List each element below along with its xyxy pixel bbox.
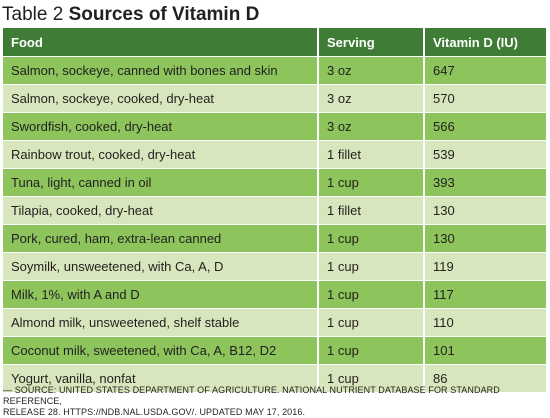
serving-cell: 1 cup — [318, 280, 425, 309]
header-serving: Serving — [318, 28, 425, 57]
source-line-2: RELEASE 28. HTTPS://NDB.NAL.USDA.GOV/. U… — [3, 407, 306, 417]
food-cell: Coconut milk, sweetened, with Ca, A, B12… — [3, 336, 319, 365]
table-row: Milk, 1%, with A and D 1 cup 117 — [3, 280, 546, 309]
vitamin-d-cell: 117 — [424, 280, 546, 309]
serving-cell: 1 cup — [318, 364, 425, 392]
serving-cell: 3 oz — [318, 84, 425, 113]
header-vitamin-d: Vitamin D (IU) — [424, 28, 546, 57]
food-cell: Salmon, sockeye, cooked, dry-heat — [3, 84, 319, 113]
vitamin-d-cell: 110 — [424, 308, 546, 337]
vitamin-d-cell: 130 — [424, 196, 546, 225]
food-cell: Swordfish, cooked, dry-heat — [3, 112, 319, 141]
table-header-row: Food Serving Vitamin D (IU) — [3, 28, 546, 57]
food-cell: Tilapia, cooked, dry-heat — [3, 196, 319, 225]
table-row: Salmon, sockeye, canned with bones and s… — [3, 56, 546, 85]
table-row: Tilapia, cooked, dry-heat 1 fillet 130 — [3, 196, 546, 225]
table-row: Salmon, sockeye, cooked, dry-heat 3 oz 5… — [3, 84, 546, 113]
food-cell: Yogurt, vanilla, nonfat — [3, 364, 319, 392]
vitamin-d-cell: 119 — [424, 252, 546, 281]
serving-cell: 1 cup — [318, 308, 425, 337]
table-title: Table 2 Sources of Vitamin D — [2, 2, 259, 28]
serving-cell: 1 cup — [318, 168, 425, 197]
table-title-prefix: Table 2 — [2, 4, 64, 25]
vitamin-d-table: Food Serving Vitamin D (IU) Salmon, sock… — [3, 28, 546, 392]
serving-cell: 1 fillet — [318, 196, 425, 225]
source-line-1: — SOURCE: UNITED STATES DEPARTMENT OF AG… — [3, 385, 500, 406]
serving-cell: 1 cup — [318, 252, 425, 281]
food-cell: Tuna, light, canned in oil — [3, 168, 319, 197]
vitamin-d-cell: 539 — [424, 140, 546, 169]
table-row: Tuna, light, canned in oil 1 cup 393 — [3, 168, 546, 197]
source-note: — SOURCE: UNITED STATES DEPARTMENT OF AG… — [3, 385, 546, 418]
vitamin-d-cell: 647 — [424, 56, 546, 85]
food-cell: Soymilk, unsweetened, with Ca, A, D — [3, 252, 319, 281]
serving-cell: 3 oz — [318, 56, 425, 85]
vitamin-d-cell: 101 — [424, 336, 546, 365]
serving-cell: 1 cup — [318, 336, 425, 365]
vitamin-d-cell: 86 — [424, 364, 546, 392]
food-cell: Pork, cured, ham, extra-lean canned — [3, 224, 319, 253]
table-row: Coconut milk, sweetened, with Ca, A, B12… — [3, 336, 546, 365]
serving-cell: 3 oz — [318, 112, 425, 141]
food-cell: Almond milk, unsweetened, shelf stable — [3, 308, 319, 337]
table-row: Almond milk, unsweetened, shelf stable 1… — [3, 308, 546, 337]
serving-cell: 1 cup — [318, 224, 425, 253]
header-food: Food — [3, 28, 319, 57]
table-row: Swordfish, cooked, dry-heat 3 oz 566 — [3, 112, 546, 141]
serving-cell: 1 fillet — [318, 140, 425, 169]
table-title-main: Sources of Vitamin D — [68, 4, 260, 25]
vitamin-d-cell: 570 — [424, 84, 546, 113]
vitamin-d-cell: 393 — [424, 168, 546, 197]
table-row: Pork, cured, ham, extra-lean canned 1 cu… — [3, 224, 546, 253]
table-row: Soymilk, unsweetened, with Ca, A, D 1 cu… — [3, 252, 546, 281]
food-cell: Salmon, sockeye, canned with bones and s… — [3, 56, 319, 85]
food-cell: Rainbow trout, cooked, dry-heat — [3, 140, 319, 169]
vitamin-d-cell: 566 — [424, 112, 546, 141]
table-row: Yogurt, vanilla, nonfat 1 cup 86 — [3, 364, 546, 392]
vitamin-d-cell: 130 — [424, 224, 546, 253]
table-row: Rainbow trout, cooked, dry-heat 1 fillet… — [3, 140, 546, 169]
food-cell: Milk, 1%, with A and D — [3, 280, 319, 309]
